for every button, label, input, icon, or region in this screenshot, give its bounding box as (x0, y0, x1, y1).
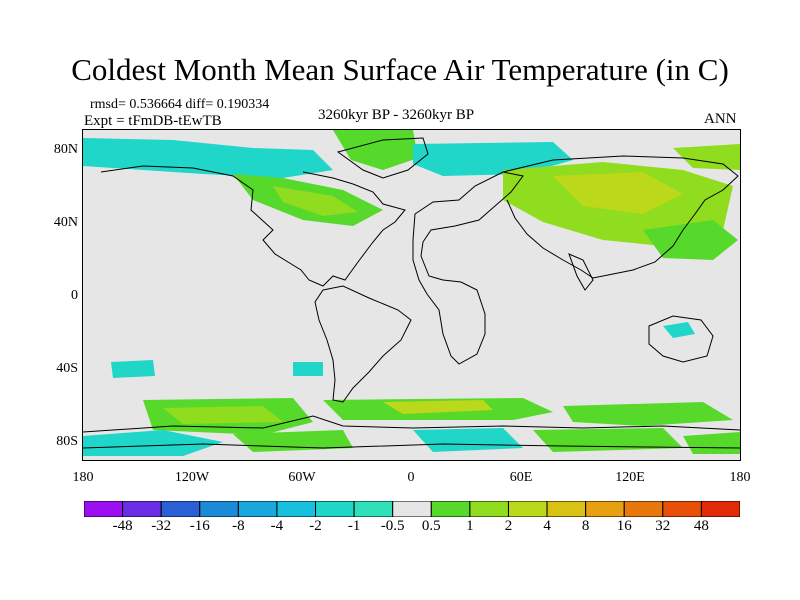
antarctic-warm-3 (683, 432, 740, 454)
temperature-map (82, 129, 741, 461)
colorbar-label: 48 (693, 518, 709, 534)
greenland-warm-patch (333, 130, 418, 170)
antarctic-warm-2 (533, 428, 683, 452)
season-label: ANN (704, 111, 737, 127)
southern-ocean-warm-3 (383, 400, 493, 414)
colorbar-label: 2 (504, 518, 513, 534)
colorbar (84, 501, 740, 517)
colorbar-swatch (353, 501, 394, 517)
eurasia-warm-core (553, 172, 683, 214)
colorbar-swatches (84, 501, 740, 517)
lon-label-60w: 60W (288, 470, 316, 485)
europe-africa-coast (412, 171, 524, 365)
colorbar-swatch (122, 501, 162, 517)
siberia-cold-patch (413, 142, 573, 176)
coastlines (83, 137, 740, 449)
australia-cold-patch (663, 322, 695, 338)
southern-ocean-warm-4 (563, 402, 733, 426)
colorbar-swatch (623, 501, 664, 517)
antarctica-coast (83, 415, 740, 433)
colorbar-label: -16 (189, 518, 210, 534)
colorbar-swatch (469, 501, 509, 517)
period-label: 3260kyr BP - 3260kyr BP (318, 107, 475, 123)
colorbar-swatch (199, 501, 239, 517)
map-canvas (83, 130, 740, 456)
stats-text: rmsd= 0.536664 diff= 0.190334 (90, 97, 270, 112)
colorbar-swatch (84, 501, 124, 517)
canada-warm-core (273, 186, 358, 216)
lat-label-40n: 40N (53, 215, 78, 230)
antarctica-inner (83, 443, 740, 449)
colorbar-swatch (585, 501, 625, 517)
siberia-east-warm (673, 144, 740, 170)
colorbar-label: 0.5 (421, 518, 441, 534)
antarctic-cold-1 (83, 430, 223, 456)
lon-label-0: 0 (407, 470, 415, 485)
north-america-coast (100, 165, 406, 287)
southern-ocean-warm-core (163, 406, 283, 424)
colorbar-swatch (392, 501, 432, 517)
australia-coast (648, 315, 714, 363)
colorbar-label: -48 (112, 518, 133, 534)
colorbar-label: -1 (347, 518, 361, 534)
south-atlantic-cold (111, 360, 155, 378)
colorbar-label: -4 (270, 518, 284, 534)
experiment-label: Expt = tFmDB-tEwTB (84, 113, 222, 129)
colorbar-swatch (276, 501, 317, 517)
colorbar-label: -32 (151, 518, 172, 534)
colorbar-swatch (160, 501, 201, 517)
anomaly-patches (83, 130, 740, 456)
colorbar-swatch (507, 501, 548, 517)
colorbar-label: -8 (232, 518, 245, 534)
asia-coast (502, 155, 739, 279)
colorbar-swatch (546, 501, 587, 517)
south-america-coast (314, 285, 412, 403)
lat-label-80s: 80S (56, 434, 78, 449)
colorbar-label: -0.5 (380, 518, 405, 534)
colorbar-swatch (237, 501, 278, 517)
india-coast (568, 253, 594, 291)
arctic-cold-patch (83, 138, 333, 178)
page-title: Coldest Month Mean Surface Air Temperatu… (71, 52, 729, 87)
antarctic-cold-2 (413, 428, 523, 452)
colorbar-label: 4 (543, 518, 551, 534)
lon-label-180e: 180 (729, 470, 751, 485)
lon-label-120w: 120W (174, 470, 210, 485)
lat-label-80n: 80N (53, 142, 78, 157)
colorbar-swatch (662, 501, 702, 517)
lon-label-120e: 120E (615, 470, 645, 485)
lat-label-eq: 0 (71, 288, 78, 303)
colorbar-swatch (430, 501, 471, 517)
lat-label-40s: 40S (56, 361, 78, 376)
colorbar-swatch (315, 501, 355, 517)
asia-east-warm (643, 220, 738, 260)
colorbar-label: 16 (616, 518, 632, 534)
lon-label-180w: 180 (72, 470, 94, 485)
colorbar-label: 8 (581, 518, 590, 534)
colorbar-swatch (700, 501, 740, 517)
colorbar-label: 1 (466, 518, 474, 534)
south-pacific-cold-1 (293, 362, 323, 376)
lon-label-60e: 60E (509, 470, 533, 485)
greenland-coast (336, 137, 429, 179)
colorbar-label: 32 (655, 518, 671, 534)
colorbar-label: -2 (309, 518, 322, 534)
